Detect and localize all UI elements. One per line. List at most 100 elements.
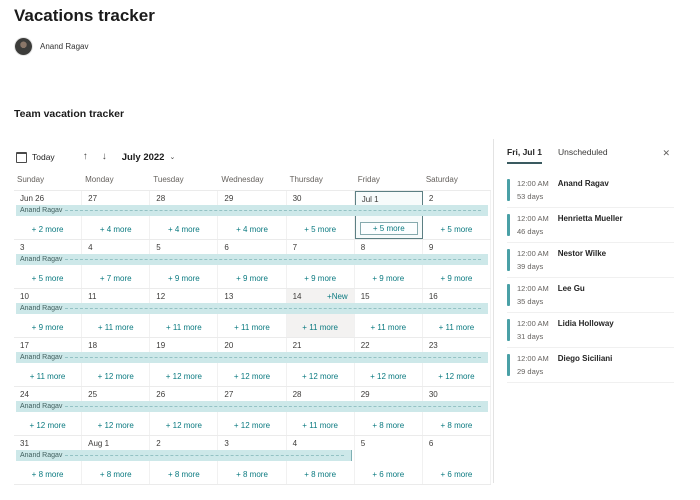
more-events-link[interactable]: + 9 more [31,323,64,332]
more-events-link[interactable]: + 6 more [372,470,405,479]
more-events-link[interactable]: + 12 more [438,372,475,381]
more-events-link[interactable]: + 12 more [233,372,271,381]
item-main: 12:00 AM Nestor Wilke 39 days [517,249,606,271]
vacation-list-item[interactable]: 12:00 AM Diego Siciliani 29 days [507,348,674,383]
more-events-link[interactable]: + 11 more [370,323,407,332]
more-events-link[interactable]: + 8 more [440,421,473,430]
event-name-label: Anand Ragav [20,207,63,214]
more-events-link[interactable]: + 5 more [31,274,64,283]
more-events-link[interactable]: + 4 more [236,225,268,234]
vacation-list-item[interactable]: 12:00 AM Henrietta Mueller 46 days [507,208,674,243]
more-events-link[interactable]: + 11 more [234,323,270,332]
day-label: 26 [156,390,166,399]
tab-unscheduled[interactable]: Unscheduled [557,147,608,157]
day-label: 28 [156,194,166,203]
more-events-link[interactable]: + 12 more [165,372,202,381]
item-duration: 29 days [517,367,544,376]
more-events-link[interactable]: + 12 more [165,421,202,430]
more-events-link[interactable]: + 9 more [167,274,200,283]
more-events-link[interactable]: + 9 more [236,274,268,283]
calendar-day-cell[interactable]: 6 + 6 more [422,436,491,484]
day-label-row: 17 [16,340,79,350]
day-label: 6 [428,439,434,448]
more-events-link[interactable]: + 11 more [302,421,338,430]
event-bar[interactable]: Anand Ragav [16,205,488,216]
chevron-down-icon: ⌄ [169,154,176,161]
calendar-day-cell[interactable]: 5 + 6 more [354,436,423,484]
more-events-link[interactable]: + 12 more [29,421,66,430]
next-month-arrow-icon[interactable]: ↓ [101,151,107,162]
day-label: 19 [156,341,166,350]
close-icon[interactable]: ✕ [662,148,670,158]
day-label-row: 8 [357,242,420,252]
day-label-row: 13 [220,291,283,301]
more-events-link[interactable]: + 2 more [31,225,64,234]
day-label: 24 [20,390,29,399]
calendar-grid: Jun 26 + 2 more 27 + 4 more 28 + 4 more 29 + 4 … [14,190,491,485]
more-events-link[interactable]: + 8 more [31,470,64,479]
vacation-list-item[interactable]: 12:00 AM Lidia Holloway 31 days [507,313,674,348]
more-events-link[interactable]: + 4 more [99,225,132,234]
tab-selected-day[interactable]: Fri, Jul 1 [507,147,542,164]
panel-item-list: 12:00 AM Anand Ragav 53 days 12:00 AM Henrie… [507,173,674,383]
more-events-link[interactable]: + 8 more [372,421,405,430]
calendar-week-row: 24 + 12 more 25 + 12 more 26 + 12 more 27 + 12 … [14,387,491,436]
vacation-list-item[interactable]: 12:00 AM Nestor Wilke 39 days [507,243,674,278]
more-events-link[interactable]: + 8 more [99,470,132,479]
item-top-row: 12:00 AM Nestor Wilke [517,249,606,258]
event-duration-dash [65,406,481,407]
event-bar[interactable]: Anand Ragav [16,254,488,265]
day-label: 13 [224,292,234,301]
more-events-link[interactable]: + 4 more [167,225,200,234]
event-bar[interactable]: Anand Ragav [16,401,488,412]
event-bar[interactable]: Anand Ragav [16,303,488,314]
more-events-link[interactable]: + 12 more [302,372,339,381]
event-bar[interactable]: Anand Ragav [16,352,488,363]
item-top-row: 12:00 AM Lee Gu [517,284,585,293]
prev-month-arrow-icon[interactable]: ↑ [82,151,88,162]
item-top-row: 12:00 AM Lidia Holloway [517,319,614,328]
event-bar[interactable]: Anand Ragav [16,450,352,461]
more-events-link[interactable]: + 11 more [97,323,134,332]
day-label: 2 [156,439,161,448]
more-events-link[interactable]: + 11 more [29,372,66,381]
day-label-row: 22 [357,340,420,350]
more-events-link[interactable]: + 5 more [304,225,337,234]
more-events-link[interactable]: + 6 more [440,470,473,479]
more-events-link[interactable]: + 11 more [438,323,475,332]
weekday-header: Monday [85,175,114,184]
more-events-link[interactable]: + 5 more [359,222,418,235]
today-button[interactable]: Today [16,151,55,163]
more-events-link[interactable]: + 12 more [97,421,134,430]
day-label: 29 [224,194,234,203]
event-color-bar [507,249,510,271]
more-events-link[interactable]: + 11 more [166,323,202,332]
vacation-list-item[interactable]: 12:00 AM Lee Gu 35 days [507,278,674,313]
more-events-link[interactable]: + 9 more [304,274,337,283]
more-events-link[interactable]: + 11 more [302,323,338,332]
more-events-link[interactable]: + 8 more [167,470,200,479]
day-label: 4 [88,243,93,252]
day-label: 20 [224,341,234,350]
more-events-link[interactable]: + 8 more [304,470,337,479]
day-label: 28 [292,390,302,399]
more-events-link[interactable]: + 9 more [372,274,405,283]
day-label: 3 [20,243,25,252]
vacation-list-item[interactable]: 12:00 AM Anand Ragav 53 days [507,173,674,208]
new-event-link[interactable]: +New [327,292,348,301]
day-label-row: 12 [152,291,215,301]
more-events-link[interactable]: + 12 more [370,372,407,381]
day-label-row: 9 [425,242,488,252]
more-events-link[interactable]: + 5 more [440,225,473,234]
more-events-link[interactable]: + 12 more [97,372,134,381]
month-picker[interactable]: July 2022 ⌄ [122,152,176,163]
event-duration-dash [65,308,481,309]
more-events-link[interactable]: + 7 more [99,274,132,283]
weekday-header: Saturday [425,175,458,184]
more-events-link[interactable]: + 12 more [233,421,271,430]
more-events-link[interactable]: + 9 more [440,274,473,283]
event-color-bar [507,284,510,306]
more-events-link[interactable]: + 8 more [236,470,268,479]
day-label-row: 15 [357,291,420,301]
